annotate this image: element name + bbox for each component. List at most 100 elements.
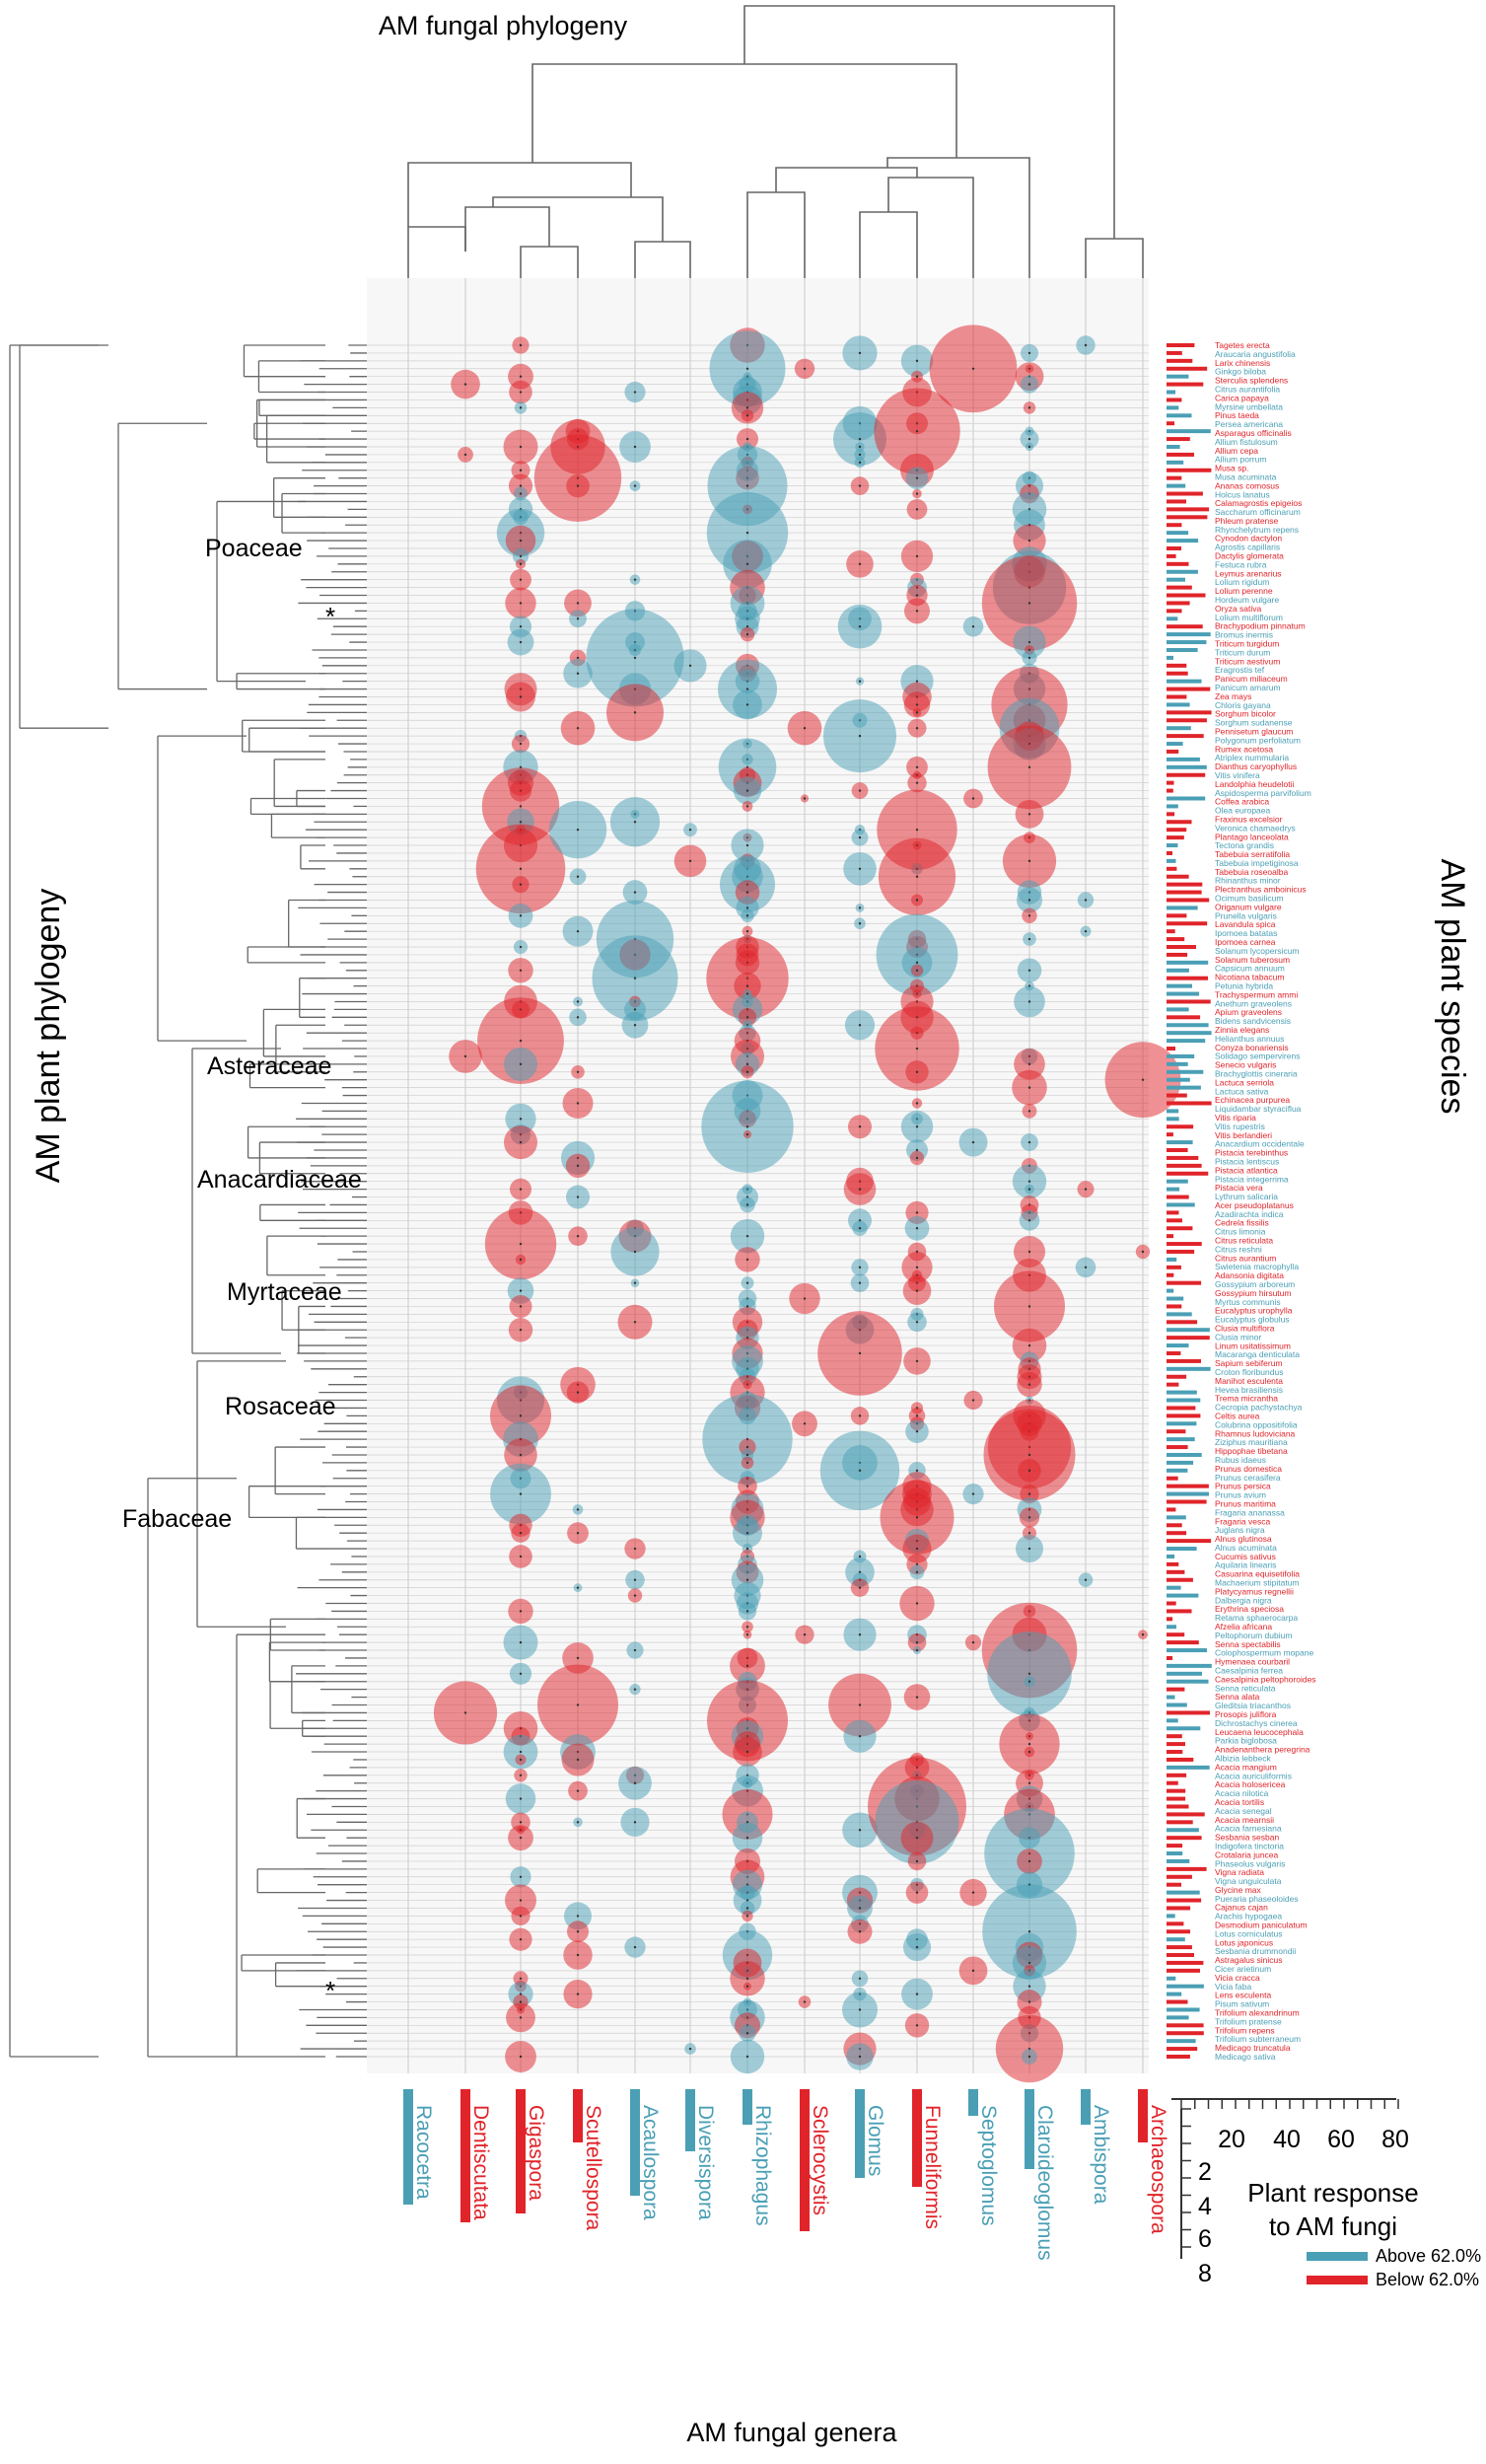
association-center-dot — [1027, 1492, 1031, 1495]
species-response-bar — [1167, 1812, 1205, 1817]
species-label: Pistacia integerrima — [1215, 1174, 1289, 1184]
species-label: Rumex acetosa — [1215, 744, 1273, 754]
species-response-bar — [1167, 1421, 1197, 1426]
species-label: Pennisetum glaucum — [1215, 726, 1293, 736]
species-response-bar — [1167, 460, 1184, 465]
species-response-bar — [1167, 2015, 1189, 2020]
species-label: Sapium sebiferum — [1215, 1358, 1283, 1368]
species-response-bar — [1167, 1554, 1175, 1558]
association-center-dot — [576, 828, 580, 832]
association-center-dot — [1027, 1086, 1031, 1089]
species-response-bar — [1167, 1429, 1186, 1434]
species-label: Anacardium occidentale — [1215, 1139, 1305, 1149]
association-center-dot — [858, 445, 862, 449]
species-label: Aspidosperma parvifolium — [1215, 788, 1311, 798]
association-center-dot — [1027, 859, 1031, 863]
association-center-dot — [519, 1977, 523, 1980]
association-center-dot — [1141, 1078, 1145, 1081]
association-center-dot — [915, 476, 919, 479]
association-center-dot — [915, 1547, 919, 1551]
species-label: Linum usitatissimum — [1215, 1341, 1291, 1350]
association-center-dot — [858, 1125, 862, 1128]
association-center-dot — [745, 984, 749, 987]
species-label: Machaerium stipitatum — [1215, 1578, 1300, 1588]
family-label-rosaceae: Rosaceae — [225, 1393, 336, 1420]
species-response-bar — [1167, 1249, 1195, 1254]
species-response-bar — [1167, 788, 1173, 793]
species-response-bar — [1167, 499, 1186, 504]
species-response-bar — [1167, 898, 1210, 903]
association-center-dot — [519, 1672, 523, 1676]
species-label: Fraxinus excelsior — [1215, 814, 1283, 824]
species-response-bar — [1167, 1866, 1207, 1871]
species-response-bar — [1167, 734, 1204, 739]
association-center-dot — [971, 1891, 975, 1894]
species-response-bar — [1167, 906, 1198, 910]
association-center-dot — [858, 1930, 862, 1933]
legend-title-line1: Plant response — [1247, 2178, 1418, 2208]
association-center-dot — [803, 1297, 807, 1300]
species-response-bar — [1167, 1242, 1202, 1247]
association-center-dot — [519, 1492, 523, 1495]
association-center-dot — [519, 1118, 523, 1121]
association-center-dot — [1027, 1250, 1031, 1254]
association-center-dot — [915, 1570, 919, 1574]
association-center-dot — [463, 1711, 467, 1714]
species-label: Cicer arietinum — [1215, 1964, 1271, 1974]
species-response-bar — [1167, 507, 1209, 512]
genus-label: Funneliformis — [921, 2105, 944, 2229]
association-center-dot — [915, 781, 919, 784]
species-response-bar — [1167, 1523, 1182, 1528]
species-label: Platycyamus regnellii — [1215, 1586, 1294, 1596]
species-response-bar — [1167, 1007, 1189, 1012]
genus-label: Diversispora — [694, 2105, 717, 2220]
species-response-bar — [1167, 983, 1192, 988]
association-center-dot — [971, 367, 975, 370]
species-label: Caesalpinia peltophoroides — [1215, 1674, 1316, 1684]
species-response-bar — [1167, 609, 1182, 614]
association-center-dot — [971, 1399, 975, 1402]
legend-title-line2: to AM fungi — [1269, 2211, 1397, 2241]
association-center-dot — [858, 1469, 862, 1473]
association-center-dot — [745, 1985, 749, 1988]
association-center-dot — [915, 1211, 919, 1214]
species-response-bar — [1167, 1476, 1178, 1481]
association-center-dot — [1027, 602, 1031, 605]
species-label: Oryza sativa — [1215, 604, 1262, 614]
species-label: Larix chinensis — [1215, 358, 1270, 368]
association-center-dot — [1027, 937, 1031, 941]
species-response-bar — [1167, 1039, 1206, 1044]
association-center-dot — [745, 1258, 749, 1262]
association-center-dot — [1084, 1266, 1088, 1269]
association-center-dot — [519, 391, 523, 394]
species-response-bar — [1167, 1484, 1209, 1488]
species-response-bar — [1167, 1124, 1194, 1129]
association-center-dot — [858, 734, 862, 738]
species-label: Lolium multiflorum — [1215, 613, 1283, 622]
species-response-bar — [1167, 1312, 1192, 1317]
association-center-dot — [1084, 899, 1088, 902]
species-response-bar — [1167, 374, 1189, 379]
association-center-dot — [858, 1227, 862, 1230]
species-label: Tabebuia roseoalba — [1215, 867, 1288, 877]
species-label: Panicum miliaceum — [1215, 674, 1288, 684]
association-center-dot — [915, 1836, 919, 1840]
fungal-clade-branch — [859, 211, 918, 278]
association-center-dot — [576, 656, 580, 660]
association-center-dot — [519, 2016, 523, 2019]
species-label: Croton floribundus — [1215, 1367, 1283, 1377]
species-label: Lens esculenta — [1215, 1991, 1271, 2000]
species-label: Plantago lanceolata — [1215, 832, 1289, 841]
species-response-bar — [1167, 475, 1182, 480]
association-center-dot — [915, 1289, 919, 1292]
species-response-bar — [1167, 647, 1198, 652]
species-label: Vitis berlandieri — [1215, 1130, 1272, 1140]
species-response-bar — [1167, 1984, 1204, 1989]
species-label: Alnus acuminata — [1215, 1543, 1277, 1553]
association-center-dot — [745, 1907, 749, 1910]
species-response-bar — [1167, 390, 1176, 395]
species-label: Alnus glutinosa — [1215, 1534, 1272, 1544]
association-center-dot — [519, 602, 523, 605]
association-center-dot — [1141, 1250, 1145, 1254]
